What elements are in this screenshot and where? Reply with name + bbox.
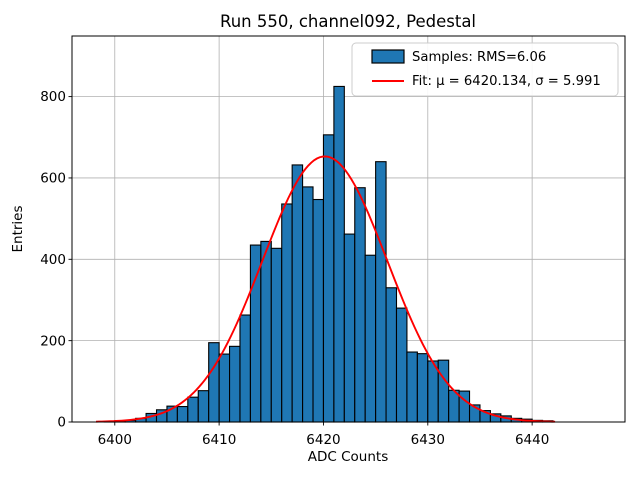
- x-tick-label: 6400: [98, 432, 132, 448]
- histogram-bar: [239, 314, 251, 423]
- legend-samples-swatch: [371, 49, 405, 64]
- y-tick-label: 200: [40, 333, 66, 349]
- plot-border: [71, 35, 626, 423]
- histogram-bar: [437, 359, 450, 423]
- histogram-bar: [260, 240, 272, 423]
- histogram-bar: [281, 203, 293, 423]
- histogram-bar: [249, 244, 262, 423]
- histogram-bar: [312, 198, 325, 423]
- y-tick-label: 600: [40, 171, 66, 187]
- legend: Samples: RMS=6.06 Fit: μ = 6420.134, σ =…: [351, 42, 619, 97]
- histogram-bar: [218, 353, 231, 423]
- legend-samples-label: Samples: RMS=6.06: [412, 50, 546, 65]
- chart-title: Run 550, channel092, Pedestal: [220, 12, 476, 31]
- histogram-bar: [229, 345, 241, 423]
- histogram-bar: [343, 233, 356, 423]
- y-tick-label: 400: [40, 252, 66, 268]
- gaussian-fit-line: [95, 155, 556, 423]
- histogram-bar: [197, 390, 210, 423]
- y-tick-label: 0: [57, 415, 66, 431]
- histogram-bar: [322, 134, 335, 423]
- histogram-bar: [385, 287, 398, 423]
- axis-ticks: 6400 6410 6420 6430 6440 0 200 400 600 800: [40, 89, 549, 448]
- x-axis-label: ADC Counts: [308, 449, 388, 465]
- y-axis-label: Entries: [10, 205, 26, 252]
- histogram-bar: [176, 405, 189, 423]
- histogram-bar: [427, 360, 439, 423]
- legend-box: [351, 42, 619, 97]
- histogram-bar: [208, 342, 220, 423]
- histogram-bar: [333, 85, 345, 423]
- histogram-bar: [354, 187, 366, 423]
- histogram-bar: [416, 353, 429, 423]
- histogram-bar: [187, 396, 199, 423]
- histogram-bar: [302, 186, 314, 423]
- histogram-bar: [406, 351, 418, 423]
- histogram-bar: [291, 164, 304, 423]
- x-tick-label: 6440: [515, 432, 549, 448]
- x-tick-label: 6410: [202, 432, 236, 448]
- y-tick-label: 800: [40, 89, 66, 105]
- x-tick-label: 6430: [411, 432, 445, 448]
- histogram-bars: [103, 85, 554, 423]
- legend-fit-label: Fit: μ = 6420.134, σ = 5.991: [412, 74, 601, 89]
- histogram-bar: [375, 161, 387, 423]
- histogram-bar: [364, 254, 377, 423]
- x-tick-label: 6420: [306, 432, 340, 448]
- histogram-bar: [395, 307, 408, 423]
- histogram-bar: [270, 247, 283, 423]
